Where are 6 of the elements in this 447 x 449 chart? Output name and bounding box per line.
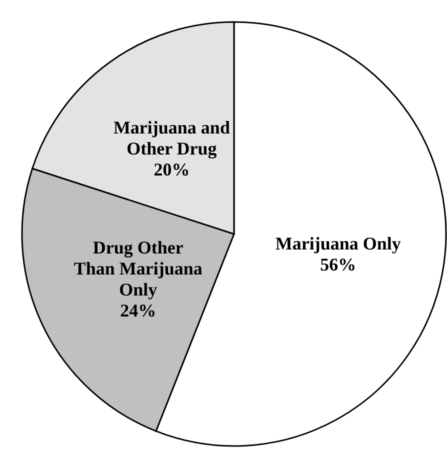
data-label: 56% [320, 254, 356, 274]
data-label: 24% [120, 300, 156, 321]
slice-label: Marijuana and Other Drug [113, 117, 230, 158]
data-label: 20% [154, 159, 190, 180]
slice-label: Drug Other Than Marijuana Only [74, 238, 202, 300]
slice-label: Marijuana Only [275, 233, 401, 254]
